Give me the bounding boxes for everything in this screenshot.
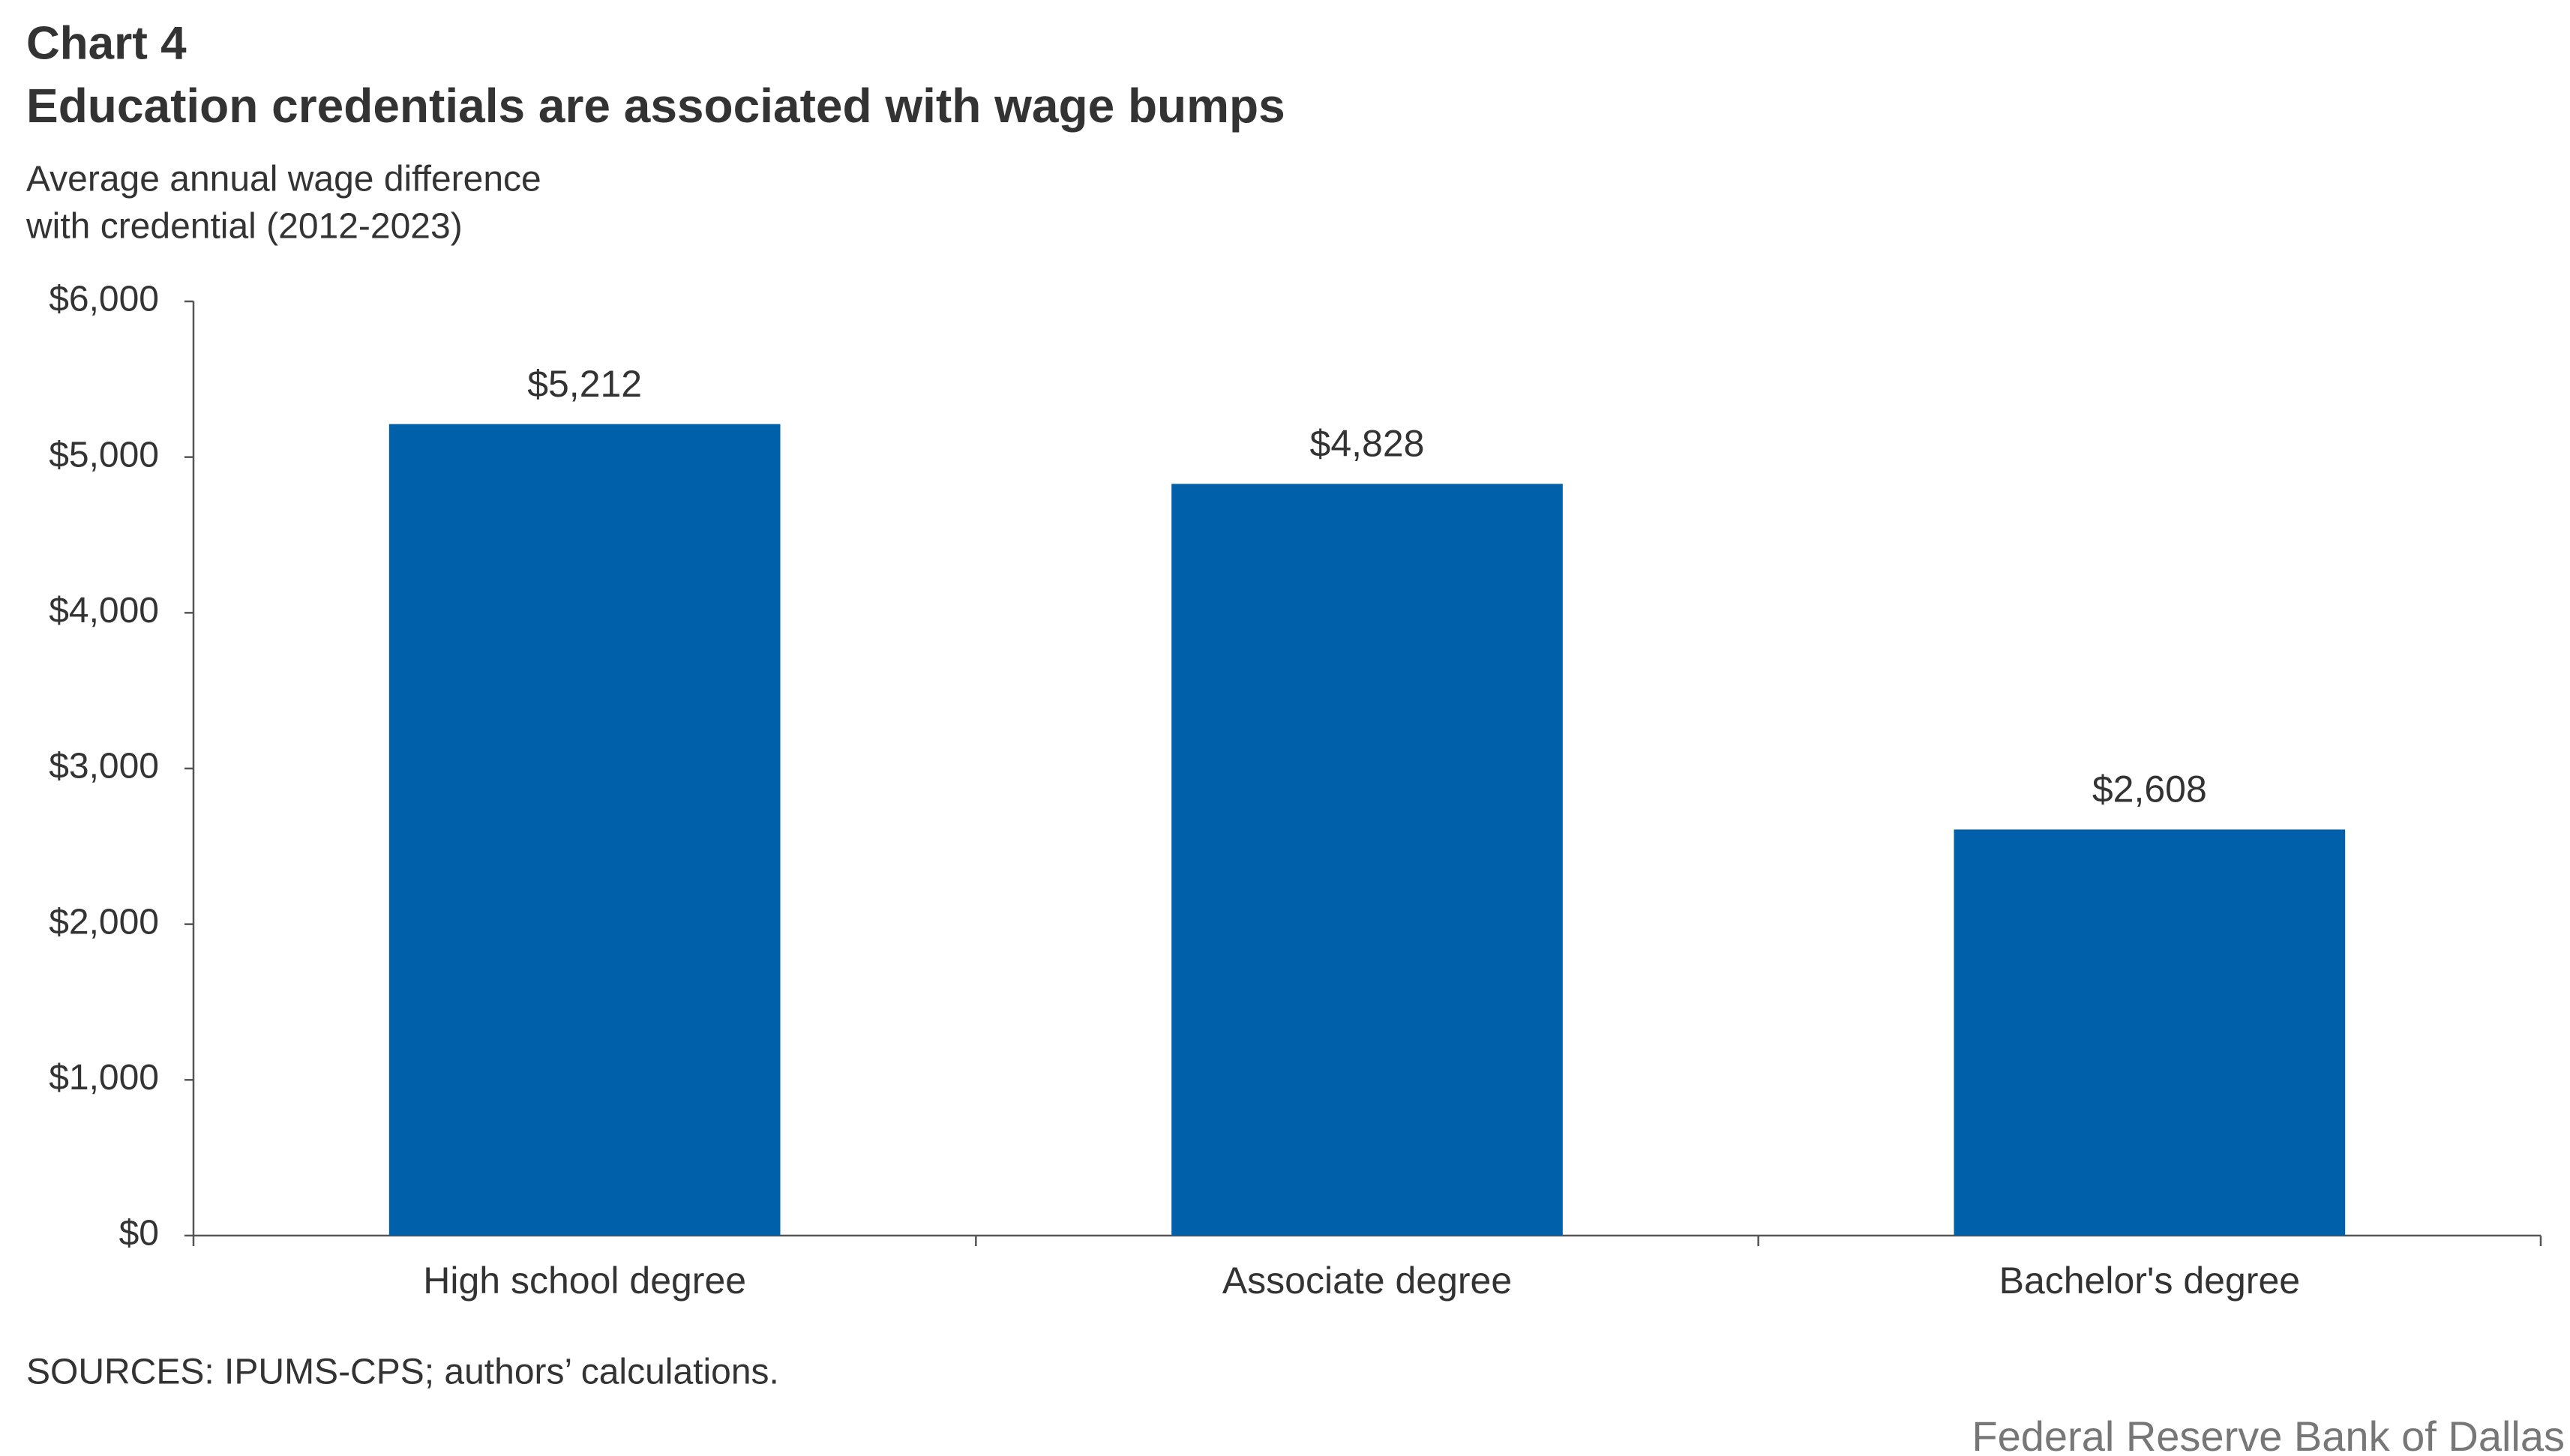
x-tick-label: Associate degree xyxy=(1222,1260,1512,1302)
y-tick-label: $3,000 xyxy=(49,747,159,786)
y-axis-label: Average annual wage difference xyxy=(26,160,541,199)
bar xyxy=(1171,484,1563,1236)
value-label: $5,212 xyxy=(527,363,642,405)
y-tick-label: $2,000 xyxy=(49,902,159,942)
y-tick-label: $1,000 xyxy=(49,1058,159,1098)
source-note: SOURCES: IPUMS-CPS; authors’ calculation… xyxy=(26,1353,779,1392)
value-label: $2,608 xyxy=(2092,768,2207,810)
value-label: $4,828 xyxy=(1310,423,1425,465)
bar xyxy=(388,424,781,1236)
y-tick-label: $5,000 xyxy=(49,435,159,475)
chart-title: Chart 4 xyxy=(26,17,187,69)
y-tick-label: $6,000 xyxy=(49,280,159,319)
y-tick-label: $0 xyxy=(119,1214,159,1254)
x-tick-label: Bachelor's degree xyxy=(1999,1260,2300,1302)
credit: Federal Reserve Bank of Dallas xyxy=(1972,1413,2565,1456)
y-axis-label: with credential (2012-2023) xyxy=(25,207,463,247)
bar xyxy=(1954,829,2346,1236)
chart-subtitle: Education credentials are associated wit… xyxy=(26,79,1285,133)
x-tick-label: High school degree xyxy=(423,1260,746,1302)
y-tick-label: $4,000 xyxy=(49,591,159,631)
